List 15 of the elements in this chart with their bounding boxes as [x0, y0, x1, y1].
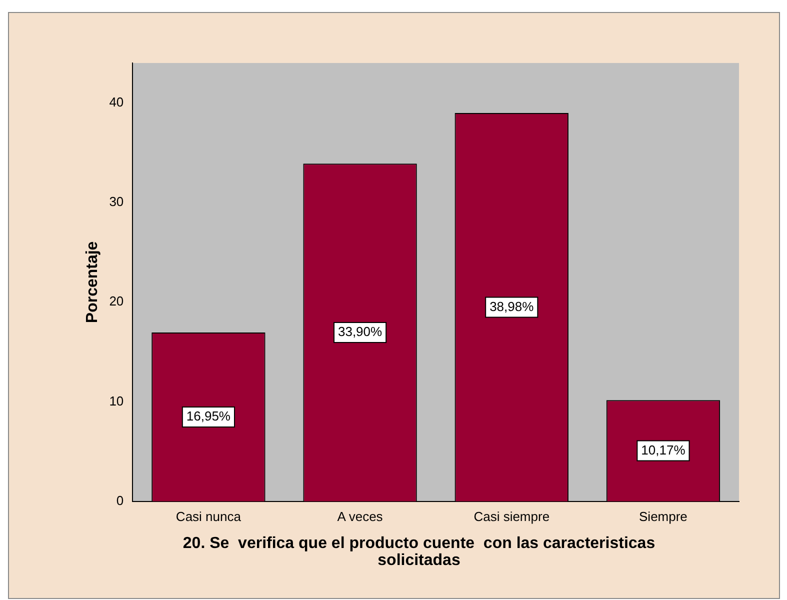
y-tick-label: 40: [109, 94, 124, 110]
data-label: 38,98%: [490, 298, 534, 314]
x-tick-label: Casi nunca: [176, 508, 242, 524]
x-axis-title: 20. Se verifica que el producto cuente con las caracteristicas solicitadas: [182, 535, 656, 569]
data-label: 33,90%: [338, 324, 383, 340]
data-label: 16,95%: [186, 408, 231, 424]
x-tick-label: Siempre: [638, 508, 688, 524]
x-tick-label: Casi siempre: [474, 508, 550, 524]
x-tick-label: A veces: [337, 508, 384, 524]
y-tick-label: 30: [109, 194, 124, 210]
y-tick-label: 20: [109, 294, 124, 309]
y-tick-label: 10: [109, 393, 124, 408]
data-label: 10,17%: [641, 442, 686, 458]
y-tick-label: 0: [116, 492, 124, 508]
y-axis-title: Porcentaje: [84, 241, 102, 324]
